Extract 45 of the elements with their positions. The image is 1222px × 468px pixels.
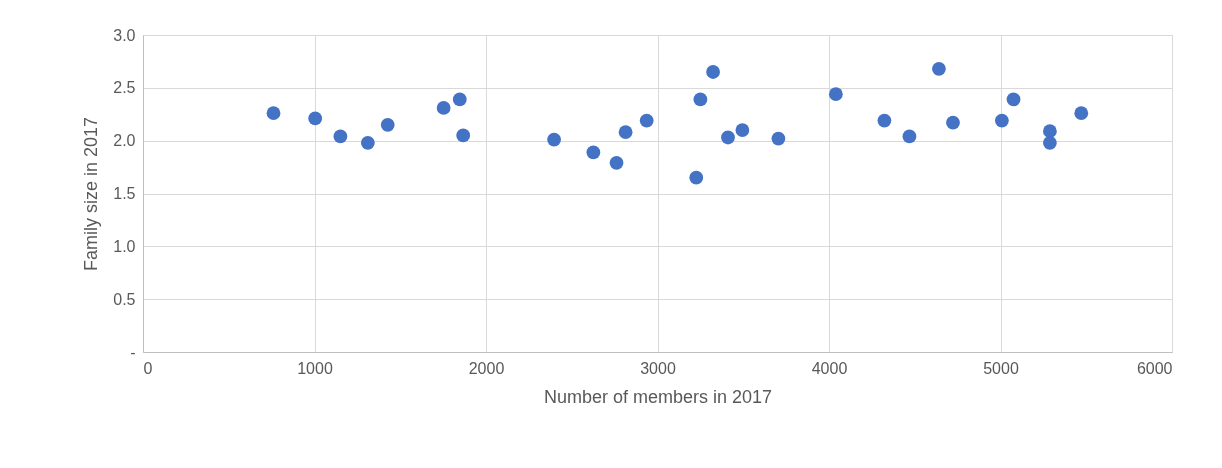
- point: [360, 135, 375, 150]
- point: [333, 129, 348, 144]
- x-tick-label: 2000: [468, 359, 505, 377]
- point: [266, 106, 281, 121]
- point: [877, 113, 892, 128]
- point: [721, 130, 735, 145]
- x-tick-label: 6000: [1136, 359, 1173, 377]
- point: [689, 170, 704, 185]
- point: [609, 155, 624, 170]
- y-tick-label: -: [130, 343, 136, 361]
- point: [452, 92, 467, 107]
- point: [618, 125, 633, 140]
- point: [436, 101, 451, 115]
- y-tick-label: 3.0: [113, 26, 136, 44]
- y-axis-title: Family size in 2017: [81, 116, 102, 272]
- y-tick-label: 2.0: [113, 132, 136, 150]
- point: [706, 65, 720, 79]
- x-tick-label: 3000: [640, 359, 676, 377]
- x-tick-label: 5000: [983, 359, 1019, 377]
- point: [735, 123, 750, 137]
- x-tick-label: 0: [143, 359, 153, 377]
- point: [1006, 92, 1021, 107]
- point: [380, 117, 395, 132]
- point: [828, 87, 843, 102]
- point: [1043, 124, 1057, 139]
- point: [946, 115, 960, 130]
- point: [693, 92, 708, 107]
- point: [639, 113, 654, 128]
- point: [1074, 106, 1089, 121]
- point: [456, 128, 471, 143]
- point: [1043, 135, 1057, 150]
- x-tick-label: 4000: [811, 359, 848, 377]
- point: [932, 61, 946, 76]
- point: [308, 111, 323, 126]
- y-tick-label: 0.5: [113, 290, 136, 308]
- y-tick-label: 1.5: [113, 185, 136, 202]
- point: [547, 132, 561, 147]
- y-tick-label: 1.0: [113, 237, 136, 255]
- point: [586, 145, 601, 160]
- point: [994, 113, 1009, 128]
- point: [902, 129, 917, 144]
- x-axis-title: Number of members in 2017: [543, 386, 773, 407]
- x-tick-label: 1000: [297, 359, 333, 377]
- point: [771, 131, 786, 146]
- y-tick-label: 2.5: [113, 79, 136, 97]
